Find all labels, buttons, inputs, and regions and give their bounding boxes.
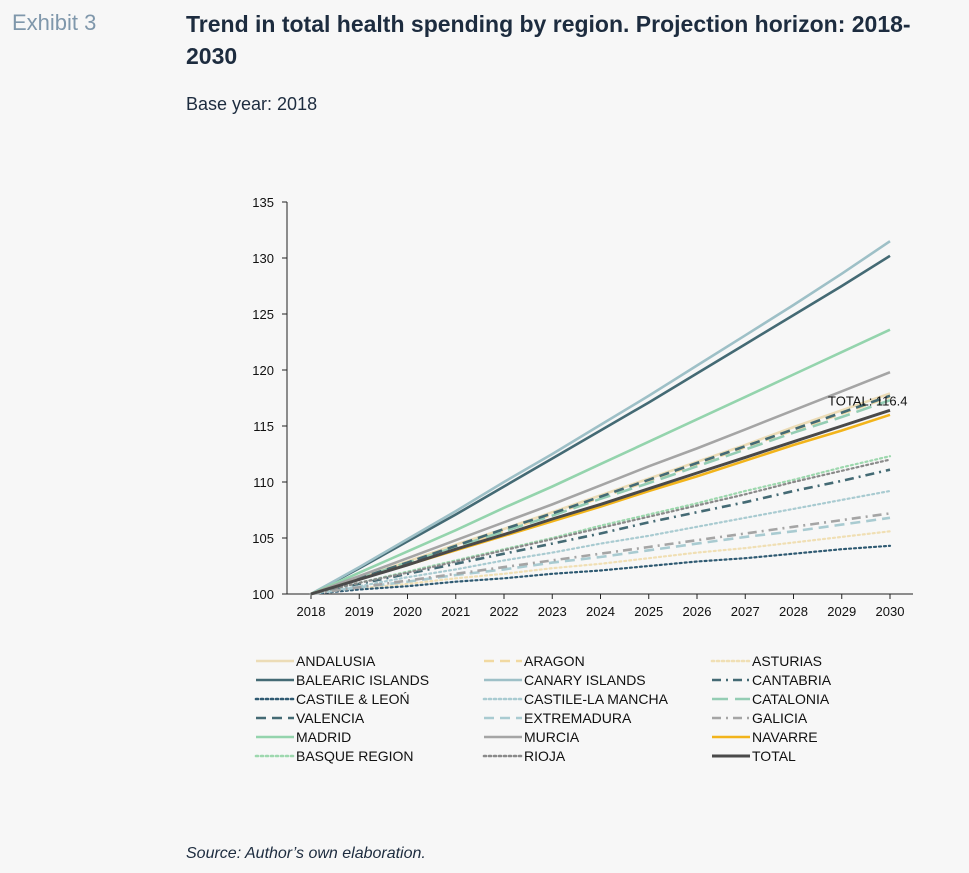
series-line-basque-region bbox=[309, 455, 892, 596]
exhibit-label: Exhibit 3 bbox=[12, 10, 97, 35]
x-tick-label: 2030 bbox=[876, 604, 905, 619]
chart-axes: 100 105 110 115 120 125 130 135 2018 2019 2020 2021… bbox=[252, 195, 913, 619]
x-tick-label: 2027 bbox=[731, 604, 760, 619]
legend-swatch bbox=[482, 754, 524, 757]
total-annotation: TOTAL: 116.4 bbox=[828, 393, 908, 408]
legend-label: EXTREMADURA bbox=[524, 709, 632, 726]
y-tick-label: 125 bbox=[252, 307, 274, 322]
legend-label: BALEARIC ISLANDS bbox=[296, 671, 430, 688]
legend-label: CANARY ISLANDS bbox=[524, 671, 646, 688]
y-tick-label: 130 bbox=[252, 251, 274, 266]
legend-item: ASTURIAS bbox=[710, 651, 938, 670]
legend-swatch bbox=[254, 754, 296, 757]
legend-label: MADRID bbox=[296, 728, 352, 745]
legend-label: CATALONIA bbox=[752, 690, 830, 707]
series-line-asturias bbox=[309, 530, 892, 596]
y-tick-label: 135 bbox=[252, 195, 274, 210]
legend-label: CANTABRIA bbox=[752, 671, 832, 688]
legend-item: CANARY ISLANDS bbox=[482, 670, 710, 689]
legend-item: CANTABRIA bbox=[710, 670, 938, 689]
legend-swatch bbox=[256, 716, 294, 719]
legend-swatch bbox=[256, 659, 294, 662]
series-line-castile-la-mancha bbox=[309, 489, 892, 596]
legend-label: TOTAL bbox=[752, 747, 796, 764]
legend-swatch bbox=[712, 735, 750, 738]
legend-label: CASTILE-LA MANCHA bbox=[524, 690, 668, 707]
chart-title: Trend in total health spending by region… bbox=[186, 11, 911, 69]
series-line-rioja bbox=[309, 458, 892, 596]
legend-label: CASTILE & LEOŃ bbox=[296, 690, 410, 707]
legend-swatch bbox=[256, 735, 294, 738]
legend-item: VALENCIA bbox=[254, 708, 482, 727]
legend-label: GALICIA bbox=[752, 709, 808, 726]
legend-swatch bbox=[484, 659, 522, 662]
x-tick-label: 2019 bbox=[345, 604, 374, 619]
legend-swatch bbox=[712, 754, 750, 757]
x-tick-label: 2028 bbox=[779, 604, 808, 619]
legend-swatch bbox=[484, 735, 522, 738]
legend-swatch bbox=[254, 697, 296, 700]
legend-label: VALENCIA bbox=[296, 709, 365, 726]
legend-item: CATALONIA bbox=[710, 689, 938, 708]
x-tick-label: 2024 bbox=[586, 604, 615, 619]
source-note: Source: Author’s own elaboration. bbox=[186, 845, 426, 862]
y-tick-label: 120 bbox=[252, 363, 274, 378]
legend-item: EXTREMADURA bbox=[482, 708, 710, 727]
legend-item: RIOJA bbox=[482, 746, 710, 765]
x-tick-label: 2022 bbox=[490, 604, 519, 619]
legend-item: CASTILE-LA MANCHA bbox=[482, 689, 710, 708]
legend-item: CASTILE & LEOŃ bbox=[254, 689, 482, 708]
legend-label: ASTURIAS bbox=[752, 652, 823, 669]
legend-item: NAVARRE bbox=[710, 727, 938, 746]
legend-label: RIOJA bbox=[524, 747, 566, 764]
legend-label: ARAGON bbox=[524, 652, 585, 669]
series-line-cantabria bbox=[310, 468, 891, 596]
series-line-madrid bbox=[310, 328, 891, 596]
x-tick-label: 2025 bbox=[634, 604, 663, 619]
y-tick-label: 105 bbox=[252, 531, 274, 546]
chart-series-lines bbox=[309, 240, 892, 596]
chart-subtitle: Base year: 2018 bbox=[186, 94, 318, 114]
legend-swatch bbox=[484, 678, 522, 681]
legend-item: MURCIA bbox=[482, 727, 710, 746]
legend-label: NAVARRE bbox=[752, 728, 818, 745]
x-tick-label: 2021 bbox=[441, 604, 470, 619]
legend-swatch bbox=[484, 716, 522, 719]
legend-label: ANDALUSIA bbox=[296, 652, 376, 669]
series-line-total bbox=[310, 408, 891, 596]
x-tick-label: 2026 bbox=[683, 604, 712, 619]
legend-swatch bbox=[712, 678, 750, 681]
series-line-murcia bbox=[310, 370, 891, 596]
legend-item: BALEARIC ISLANDS bbox=[254, 670, 482, 689]
x-tick-label: 2018 bbox=[297, 604, 326, 619]
legend-item: GALICIA bbox=[710, 708, 938, 727]
series-line-castile-leo- bbox=[309, 544, 892, 596]
y-tick-label: 115 bbox=[253, 419, 274, 434]
legend-item: ANDALUSIA bbox=[254, 651, 482, 670]
x-tick-label: 2023 bbox=[538, 604, 567, 619]
series-line-valencia bbox=[310, 394, 891, 596]
legend-label: BASQUE REGION bbox=[296, 747, 414, 764]
legend-swatch bbox=[712, 697, 750, 700]
x-tick-label: 2029 bbox=[827, 604, 856, 619]
legend-item: MADRID bbox=[254, 727, 482, 746]
legend-swatch bbox=[256, 678, 294, 681]
series-line-extremadura bbox=[310, 516, 891, 596]
legend-item: ARAGON bbox=[482, 651, 710, 670]
legend-swatch bbox=[710, 659, 752, 662]
legend-item: TOTAL bbox=[710, 746, 938, 765]
series-line-galicia bbox=[310, 512, 891, 596]
y-tick-label: 100 bbox=[252, 587, 274, 602]
chart-legend: ANDALUSIA ARAGON ASTURIAS BALEARIC ISLANDS C… bbox=[254, 651, 954, 765]
y-tick-label: 110 bbox=[253, 475, 274, 490]
series-line-canary-islands bbox=[310, 240, 891, 596]
series-line-balearic-islands bbox=[310, 254, 891, 596]
legend-label: MURCIA bbox=[524, 728, 580, 745]
legend-swatch bbox=[712, 716, 750, 719]
x-tick-label: 2020 bbox=[393, 604, 422, 619]
legend-swatch bbox=[482, 697, 524, 700]
legend-item: BASQUE REGION bbox=[254, 746, 482, 765]
